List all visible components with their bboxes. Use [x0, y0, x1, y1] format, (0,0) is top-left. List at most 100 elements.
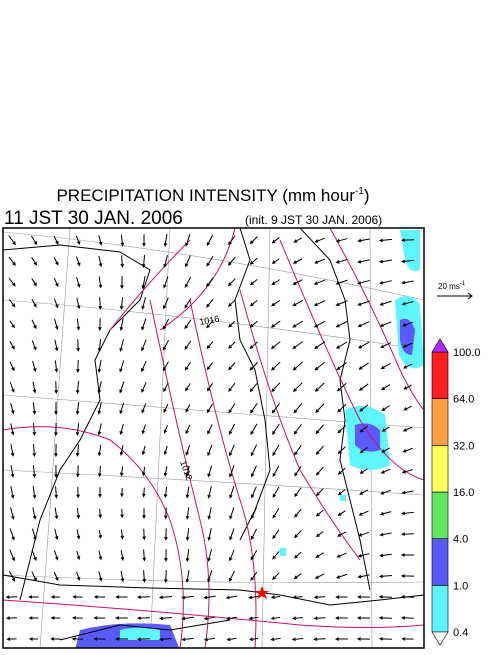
wind-arrow — [249, 300, 258, 307]
wind-arrow — [54, 422, 58, 437]
wind-arrow — [292, 341, 303, 350]
wind-arrow — [10, 423, 15, 436]
wind-arrow — [76, 486, 80, 499]
wind-arrow — [248, 595, 259, 600]
wind-arrow — [400, 595, 414, 599]
wind-arrow — [162, 318, 170, 331]
wind-arrow — [185, 383, 191, 392]
wind-arrow — [315, 424, 325, 435]
wind-arrow — [293, 403, 303, 414]
wind-arrow — [31, 340, 37, 351]
wind-arrow — [164, 549, 168, 562]
wind-arrow — [356, 616, 370, 620]
wind-arrow — [250, 444, 258, 457]
wind-arrow — [142, 549, 147, 562]
wind-arrow — [53, 571, 59, 582]
wind-arrow — [335, 258, 348, 264]
wind-arrow — [54, 528, 59, 541]
wind-arrow — [358, 510, 369, 516]
wind-arrow — [272, 550, 280, 560]
wind-arrow — [163, 382, 169, 393]
wind-arrow — [142, 570, 147, 583]
wind-arrow — [163, 425, 168, 434]
wind-arrow — [313, 300, 326, 307]
wind-arrow — [401, 511, 414, 516]
wind-arrow — [229, 507, 235, 520]
wind-arrow — [249, 382, 258, 393]
wind-arrow — [164, 570, 168, 584]
wind-arrow — [97, 465, 102, 478]
wind-arrow — [335, 573, 348, 579]
wind-arrow — [119, 297, 124, 311]
wind-arrow — [379, 321, 392, 327]
wind-arrow — [294, 530, 302, 539]
wind-arrow — [158, 595, 173, 600]
wind-arrow — [76, 318, 81, 331]
wind-arrow — [50, 595, 61, 599]
wind-arrow — [249, 257, 258, 265]
wind-arrow — [249, 278, 258, 286]
wind-arrow — [249, 341, 259, 349]
wind-arrow — [142, 487, 146, 498]
wind-arrow — [98, 550, 103, 561]
colorbar-label: 1.0 — [453, 580, 468, 592]
wind-arrow — [163, 255, 168, 268]
wind-arrow — [378, 616, 392, 620]
wind-arrow — [54, 465, 58, 478]
wind-arrow — [378, 238, 392, 243]
wind-arrow — [32, 443, 37, 458]
wind-arrow — [120, 570, 125, 583]
wind-arrow — [336, 382, 347, 392]
wind-arrow — [141, 255, 146, 268]
wind-arrow — [76, 297, 81, 310]
wind-arrow — [184, 319, 192, 330]
map: 1016 1012 — [3, 228, 424, 648]
wind-arrow — [54, 318, 59, 330]
wind-arrow — [379, 637, 392, 641]
wind-arrow — [98, 297, 102, 310]
wind-arrow — [71, 637, 84, 641]
wind-arrow — [181, 637, 194, 642]
vector-legend-text: 20 ms — [438, 282, 460, 291]
wind-arrow — [142, 528, 146, 541]
wind-arrow — [115, 616, 128, 620]
wind-arrow — [50, 616, 61, 620]
wind-arrow — [334, 637, 348, 641]
wind-arrow — [359, 468, 368, 474]
wind-arrow — [184, 255, 191, 268]
wind-arrow — [207, 444, 213, 457]
wind-arrow — [228, 362, 236, 371]
wind-arrow — [401, 532, 414, 536]
wind-arrow — [314, 573, 325, 579]
wind-arrow — [203, 616, 216, 621]
wind-arrow — [226, 637, 237, 642]
wind-arrow — [8, 299, 16, 308]
wind-arrow — [403, 384, 412, 390]
wind-arrow — [93, 616, 106, 620]
wind-arrow — [358, 341, 370, 349]
wind-arrow — [250, 423, 258, 436]
wind-arrow — [97, 402, 102, 415]
wind-arrow — [10, 507, 15, 520]
wind-arrow — [400, 574, 415, 578]
wind-arrow — [313, 320, 326, 328]
wind-arrow — [185, 549, 190, 563]
wind-arrow — [54, 381, 58, 394]
wind-arrow — [10, 486, 15, 499]
wind-arrow — [32, 486, 37, 499]
wind-arrow — [72, 595, 83, 599]
colorbar-under — [431, 631, 449, 646]
wind-arrow — [185, 486, 190, 499]
wind-arrow — [270, 595, 281, 600]
wind-arrow — [359, 425, 368, 433]
wind-arrow — [227, 256, 236, 266]
wind-arrow — [141, 339, 147, 352]
wind-arrow — [207, 486, 212, 499]
wind-arrow — [53, 298, 59, 309]
wind-arrow — [120, 255, 125, 268]
wind-arrow — [378, 595, 393, 599]
wind-arrow — [53, 277, 59, 288]
vector-legend-arrow — [437, 292, 473, 300]
wind-arrow — [31, 549, 37, 562]
wind-arrow — [400, 553, 414, 557]
